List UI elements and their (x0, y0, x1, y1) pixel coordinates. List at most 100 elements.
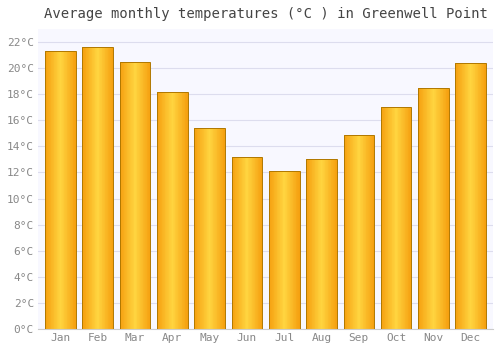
Bar (329, 159, 330, 329)
Bar (275, 171, 276, 329)
Bar (322, 159, 323, 329)
Bar (410, 107, 412, 329)
Bar (458, 63, 459, 329)
Bar (242, 157, 243, 329)
Bar (383, 107, 384, 329)
Bar (45, 51, 76, 329)
Bar (221, 128, 222, 329)
Bar (181, 92, 182, 329)
Bar (136, 62, 138, 329)
Bar (397, 107, 398, 329)
Bar (71, 51, 72, 329)
Bar (350, 135, 351, 329)
Bar (214, 128, 215, 329)
Bar (292, 171, 294, 329)
Bar (252, 157, 253, 329)
Bar (468, 63, 469, 329)
Bar (333, 159, 334, 329)
Bar (46, 51, 48, 329)
Bar (360, 135, 361, 329)
Bar (180, 92, 181, 329)
Bar (440, 88, 441, 329)
Bar (485, 63, 486, 329)
Bar (123, 62, 124, 329)
Bar (344, 135, 374, 329)
Bar (224, 128, 225, 329)
Bar (320, 159, 321, 329)
Bar (204, 128, 205, 329)
Bar (257, 157, 258, 329)
Bar (460, 63, 462, 329)
Bar (256, 157, 257, 329)
Bar (248, 157, 249, 329)
Bar (319, 159, 320, 329)
Bar (327, 159, 328, 329)
Bar (273, 171, 274, 329)
Bar (296, 171, 297, 329)
Bar (274, 171, 275, 329)
Bar (170, 92, 171, 329)
Bar (200, 128, 201, 329)
Bar (396, 107, 397, 329)
Bar (168, 92, 170, 329)
Bar (272, 171, 273, 329)
Bar (437, 88, 438, 329)
Bar (171, 92, 172, 329)
Bar (70, 51, 71, 329)
Bar (386, 107, 387, 329)
Bar (258, 157, 259, 329)
Bar (216, 128, 218, 329)
Bar (48, 51, 49, 329)
Bar (103, 47, 104, 329)
Bar (63, 51, 64, 329)
Bar (418, 88, 419, 329)
Bar (62, 51, 63, 329)
Bar (365, 135, 366, 329)
Bar (430, 88, 431, 329)
Bar (139, 62, 140, 329)
Bar (442, 88, 444, 329)
Bar (316, 159, 317, 329)
Bar (134, 62, 135, 329)
Bar (431, 88, 432, 329)
Bar (161, 92, 162, 329)
Bar (388, 107, 389, 329)
Bar (184, 92, 186, 329)
Bar (381, 107, 382, 329)
Bar (441, 88, 442, 329)
Bar (398, 107, 399, 329)
Bar (144, 62, 145, 329)
Bar (131, 62, 132, 329)
Bar (206, 128, 208, 329)
Bar (210, 128, 211, 329)
Bar (426, 88, 428, 329)
Bar (220, 128, 221, 329)
Bar (90, 47, 91, 329)
Bar (64, 51, 65, 329)
Bar (59, 51, 60, 329)
Bar (60, 51, 61, 329)
Bar (362, 135, 364, 329)
Bar (298, 171, 299, 329)
Bar (355, 135, 356, 329)
Bar (173, 92, 174, 329)
Bar (240, 157, 241, 329)
Bar (222, 128, 224, 329)
Bar (110, 47, 111, 329)
Bar (132, 62, 133, 329)
Bar (198, 128, 199, 329)
Bar (58, 51, 59, 329)
Bar (447, 88, 448, 329)
Bar (97, 47, 98, 329)
Bar (297, 171, 298, 329)
Bar (142, 62, 144, 329)
Bar (457, 63, 458, 329)
Bar (404, 107, 406, 329)
Bar (148, 62, 149, 329)
Bar (108, 47, 109, 329)
Bar (269, 171, 270, 329)
Bar (456, 63, 486, 329)
Bar (477, 63, 478, 329)
Bar (467, 63, 468, 329)
Bar (270, 171, 271, 329)
